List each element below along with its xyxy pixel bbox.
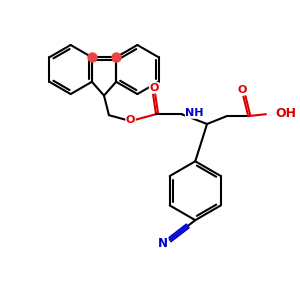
Text: NH: NH — [185, 108, 204, 118]
Text: O: O — [149, 83, 159, 93]
Text: OH: OH — [276, 107, 297, 120]
Text: N: N — [158, 237, 168, 250]
Text: O: O — [126, 115, 135, 125]
Text: O: O — [238, 85, 247, 95]
